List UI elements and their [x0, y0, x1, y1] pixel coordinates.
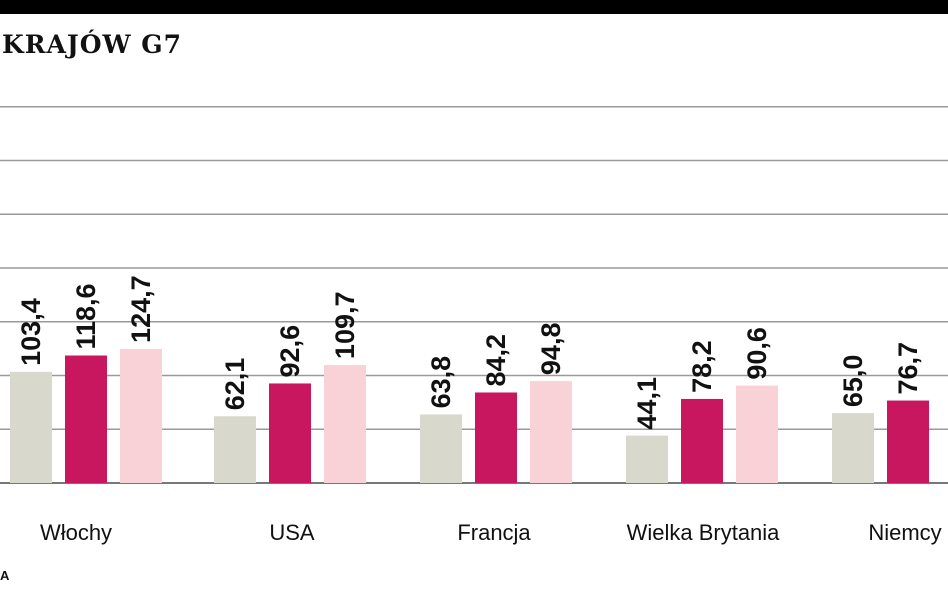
value-label: 90,6	[742, 327, 772, 380]
bar	[475, 392, 517, 483]
bar	[626, 435, 668, 483]
bars	[10, 348, 929, 483]
value-label: 92,6	[275, 325, 305, 378]
value-labels: 103,4 118,6 124,7 62,1 92,6 109,7 63,8 84,2 94,8…	[16, 275, 923, 429]
chart-title: KRAJÓW G7	[2, 30, 183, 59]
value-label: 124,7	[126, 275, 156, 343]
category-labels: Włochy USA Francja Wielka Brytania Niemcy	[40, 520, 942, 545]
value-label: 84,2	[481, 334, 511, 387]
bar	[420, 414, 462, 483]
category-label: Wielka Brytania	[627, 520, 781, 545]
bar	[214, 416, 256, 483]
bar	[269, 383, 311, 483]
value-label: 94,8	[536, 323, 566, 376]
value-label: 63,8	[426, 356, 456, 409]
value-label: 44,1	[632, 377, 662, 430]
value-label: 65,0	[838, 355, 868, 408]
value-label: 103,4	[16, 298, 46, 366]
bar	[10, 371, 52, 483]
bar	[832, 413, 874, 483]
category-label: USA	[269, 520, 315, 545]
top-black-bar	[0, 0, 948, 14]
category-label: Niemcy	[868, 520, 941, 545]
category-label: Włochy	[40, 520, 112, 545]
bar	[65, 355, 107, 483]
bar	[887, 400, 929, 483]
bar	[736, 385, 778, 483]
gridlines	[0, 106, 948, 484]
value-label: 62,1	[220, 358, 250, 411]
bar	[324, 365, 366, 483]
bar	[681, 398, 723, 483]
bar	[530, 381, 572, 483]
category-label: Francja	[457, 520, 531, 545]
value-label: 118,6	[71, 283, 101, 349]
value-label: 76,7	[893, 342, 923, 395]
value-label: 109,7	[330, 291, 360, 359]
source-note: A	[0, 568, 10, 583]
bar	[120, 348, 162, 483]
value-label: 78,2	[687, 340, 717, 393]
